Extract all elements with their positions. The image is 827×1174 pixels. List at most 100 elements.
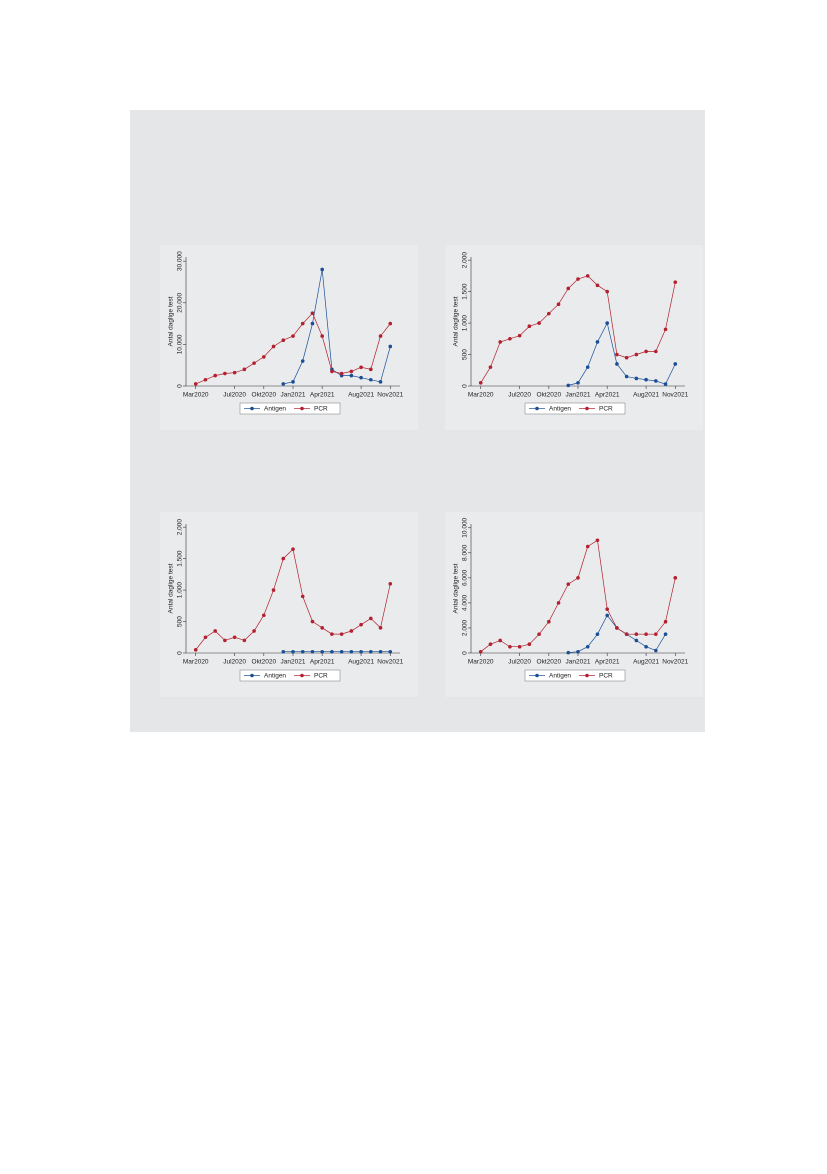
data-point [281,556,286,561]
y-tick-label: 4.000 [462,594,469,611]
x-tick-label: Aug2021 [633,392,659,399]
data-point [615,352,619,357]
data-point [585,644,590,649]
data-point [644,644,648,649]
data-point [310,311,315,315]
data-point [291,547,295,551]
data-point [252,629,256,633]
x-tick-label: Jan2021 [281,659,306,666]
data-point [232,370,237,375]
data-point [576,277,580,281]
data-point [388,649,393,654]
data-point [378,649,383,654]
y-tick-label: 500 [462,349,469,360]
data-point [349,373,354,378]
x-tick-label: Jul2020 [223,392,246,399]
data-point [663,632,668,637]
data-point [378,380,383,384]
legend-label: Antigen [549,673,571,680]
data-point [566,286,571,291]
data-point [349,649,354,654]
data-point [193,648,198,652]
data-point [673,280,678,284]
x-tick-label: Jul2020 [508,659,531,666]
chart: 0 500 1.000 1.500 2.000 Mar2020 Jul2020 Okt2020… [160,512,418,697]
y-tick-label: 10.000 [177,334,184,354]
data-point [281,382,286,386]
data-point [508,337,512,341]
data-point [605,321,609,325]
data-point [320,626,324,630]
data-point [547,311,551,316]
chart-background [445,245,703,430]
data-point [300,649,305,654]
data-point [517,644,522,649]
data-point [663,382,668,386]
x-tick-label: Okt2020 [537,659,562,666]
data-point [576,381,580,385]
data-point [213,373,217,378]
x-tick-label: Apr2021 [310,392,335,399]
data-point [271,344,276,349]
data-point [242,367,247,372]
data-point [242,638,247,643]
data-point [595,538,600,543]
data-point [388,344,393,349]
y-tick-label: 0 [177,384,184,388]
data-point [644,377,648,382]
data-point [193,382,198,386]
data-point [349,369,354,374]
y-tick-label: 10.000 [462,517,469,537]
x-tick-label: Nov2021 [377,659,403,666]
data-point [624,374,629,379]
data-point [213,629,217,633]
data-point [359,365,363,370]
data-point [478,649,483,654]
x-tick-label: Nov2021 [377,392,403,399]
data-point [359,649,363,654]
x-tick-label: Okt2020 [252,392,277,399]
legend-box [239,402,341,415]
data-point [605,613,609,618]
y-tick-label: 1.000 [462,315,469,332]
chart-background [445,512,703,697]
x-tick-label: Nov2021 [662,659,688,666]
data-point [488,365,493,369]
data-point [223,638,227,643]
data-point [388,581,393,586]
data-point [527,324,532,329]
y-axis-title: Antal daglige test [453,563,460,613]
legend-marker [535,673,539,678]
x-tick-label: Okt2020 [537,392,562,399]
data-point [595,340,600,344]
data-point [566,383,571,388]
data-point [634,352,639,357]
y-tick-label: 1.000 [177,582,184,599]
x-tick-label: Mar2020 [183,392,209,399]
chart-background [160,512,418,697]
data-point [223,371,227,376]
data-point [281,649,286,654]
data-point [566,650,571,655]
x-tick-label: Mar2020 [468,659,494,666]
y-tick-label: 1.500 [177,550,184,567]
data-point [576,576,580,580]
legend-label: PCR [314,673,328,680]
x-tick-label: Nov2021 [662,392,688,399]
legend-marker [300,406,304,411]
y-tick-label: 0 [177,651,184,655]
data-point [585,544,590,549]
legend-marker [585,406,589,411]
data-point [349,629,354,633]
data-point [517,333,522,338]
y-tick-label: 500 [177,616,184,627]
x-tick-label: Jan2021 [566,392,591,399]
data-point [654,632,658,637]
data-point [478,381,483,385]
data-point [339,632,344,636]
legend-label: PCR [599,673,613,680]
data-point [262,355,266,359]
data-point [291,334,295,338]
data-point [330,632,334,636]
y-tick-label: 0 [462,651,469,655]
